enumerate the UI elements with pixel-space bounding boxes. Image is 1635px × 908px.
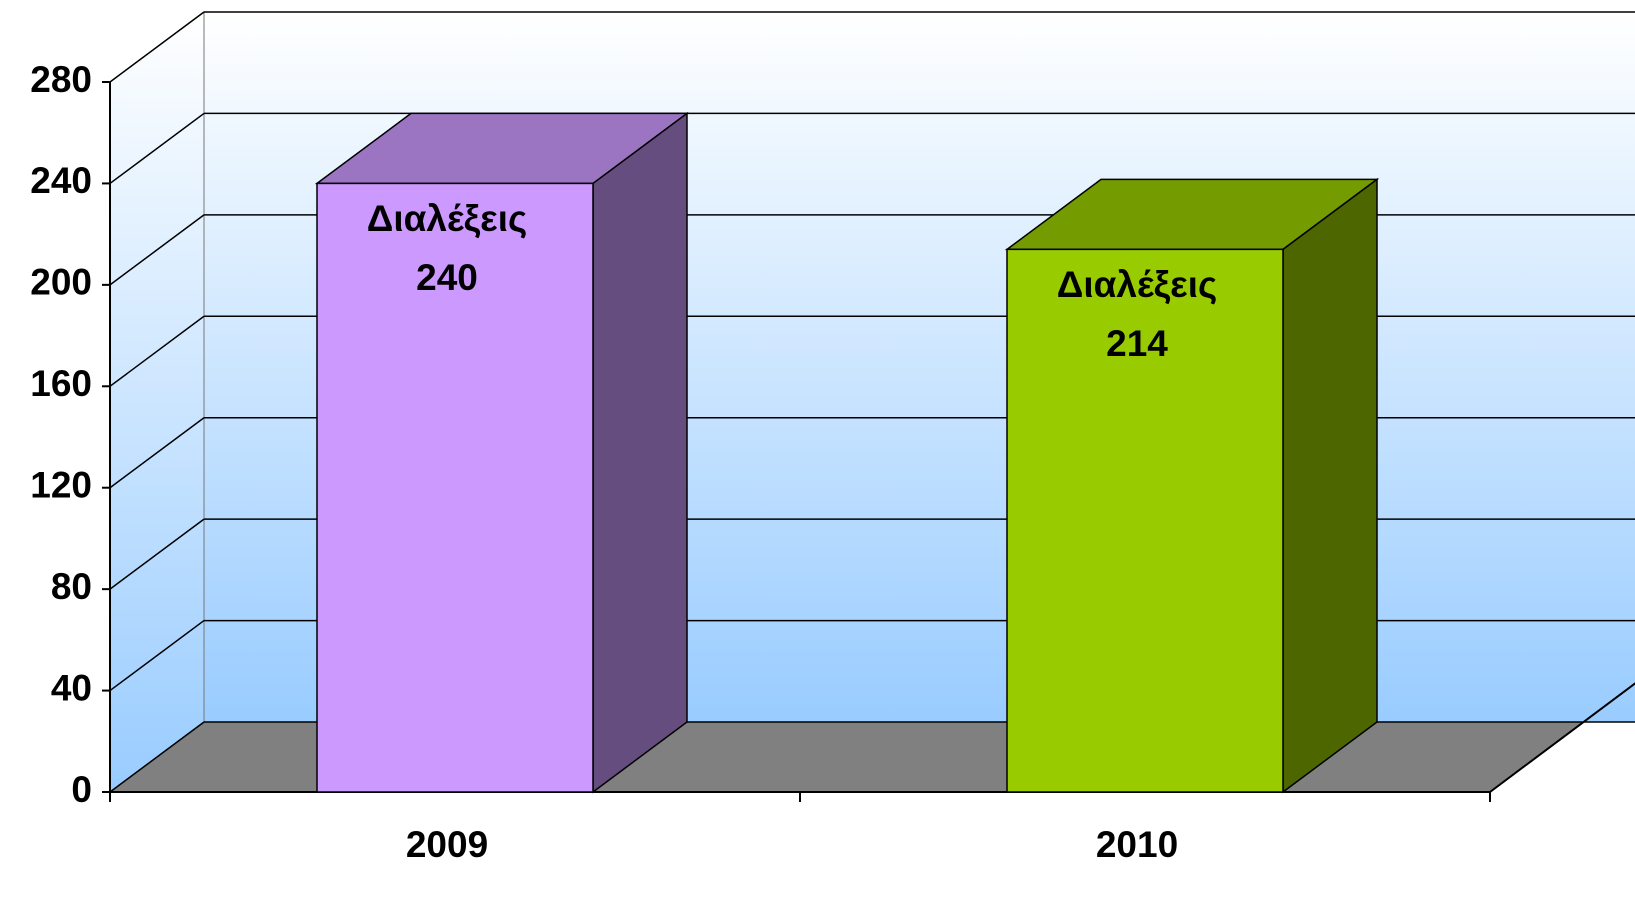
y-tick-label: 0 [71, 769, 92, 810]
grid-line [109, 11, 205, 83]
data-label-name: Διαλέξεις [367, 198, 527, 239]
bar [316, 182, 594, 793]
y-tick-label: 120 [30, 464, 92, 505]
bar-side [1282, 177, 1378, 794]
y-tick-label: 240 [30, 160, 92, 201]
grid-line [109, 721, 205, 793]
data-label: 240 [416, 257, 478, 298]
x-tick-label: 2010 [1096, 824, 1178, 865]
side-wall [109, 11, 205, 793]
x-tick-label: 2009 [406, 824, 488, 865]
data-label: 214 [1106, 323, 1168, 364]
bar [1006, 248, 1284, 793]
bar-side [592, 111, 688, 794]
y-tick-label: 200 [30, 262, 92, 303]
grid-line [109, 214, 205, 286]
y-tick-label: 40 [51, 667, 92, 708]
grid-line [109, 619, 205, 692]
y-tick-label: 280 [30, 59, 92, 100]
y-tick-label: 160 [30, 363, 92, 404]
floor-edge [1489, 682, 1635, 793]
data-label-name: Διαλέξεις [1057, 264, 1217, 305]
grid-line [109, 518, 205, 590]
grid-line [109, 315, 205, 387]
grid-line [109, 112, 205, 185]
grid-line [109, 417, 205, 489]
y-tick-label: 80 [51, 566, 92, 607]
